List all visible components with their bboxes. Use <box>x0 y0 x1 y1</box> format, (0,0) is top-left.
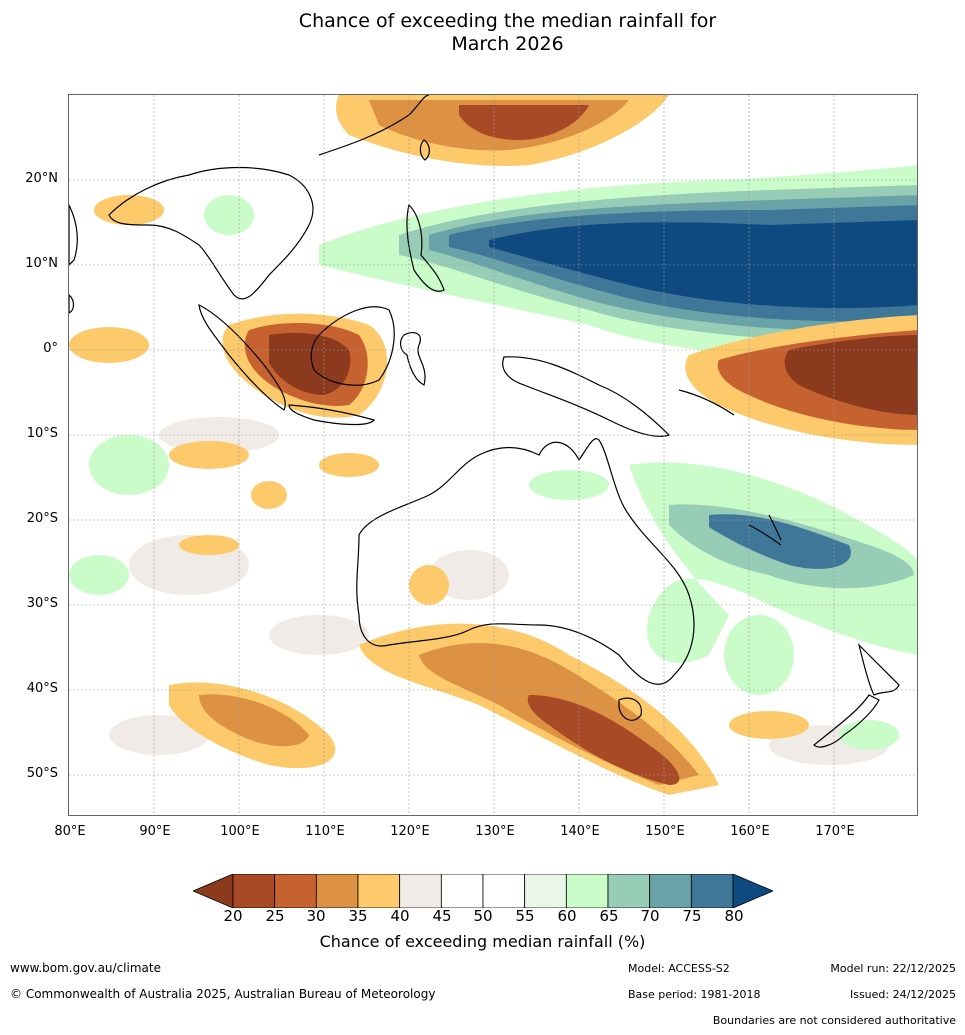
legend-bin-40-45 <box>399 874 442 908</box>
map-canvas <box>69 95 917 815</box>
dry-anomaly-north <box>336 95 669 166</box>
legend-bin-lt20 <box>193 874 234 908</box>
vanuatu-outline <box>768 514 782 541</box>
legend-bin-75-80 <box>690 874 734 908</box>
legend-bin-70-75 <box>649 874 692 908</box>
australia-outline <box>356 438 695 685</box>
lon-label-170e: 170°E <box>815 824 855 839</box>
copyright-text: © Commonwealth of Australia 2025, Austra… <box>10 987 436 1001</box>
base-period-text: Base period: 1981-2018 <box>628 988 761 1001</box>
legend-tick-35: 35 <box>348 907 368 925</box>
lat-label-10n: 10°N <box>25 256 58 271</box>
dry-anomaly-southern-ocean <box>169 623 719 795</box>
lon-label-150e: 150°E <box>645 824 685 839</box>
lat-label-0: 0° <box>43 341 58 356</box>
legend-bin-65-70 <box>607 874 651 908</box>
lon-label-140e: 140°E <box>560 824 600 839</box>
legend-tick-25: 25 <box>265 907 285 925</box>
legend-tick-50: 50 <box>473 907 493 925</box>
new-caledonia-outline <box>748 524 782 546</box>
rainfall-map <box>68 94 918 816</box>
wet-anomaly-pacific <box>319 165 917 359</box>
legend-tick-55: 55 <box>515 907 535 925</box>
lon-label-130e: 130°E <box>475 824 515 839</box>
lat-label-50s: 50°S <box>26 766 58 781</box>
dry-anomaly-pacific <box>685 315 917 445</box>
legend-colorbar <box>193 874 773 908</box>
map-title: Chance of exceeding the median rainfall … <box>0 10 965 56</box>
website-text: www.bom.gov.au/climate <box>10 961 161 975</box>
legend-tick-65: 65 <box>599 907 619 925</box>
model-text: Model: ACCESS-S2 <box>628 962 730 975</box>
java-outline <box>288 404 375 426</box>
legend-bin-20-25 <box>232 874 276 908</box>
legend-title: Chance of exceeding median rainfall (%) <box>319 932 646 951</box>
legend-tick-60: 60 <box>557 907 577 925</box>
legend-tick-75: 75 <box>682 907 702 925</box>
issued-text: Issued: 24/12/2025 <box>849 988 956 1001</box>
title-line-2: March 2026 <box>451 33 564 55</box>
sri-lanka-outline <box>69 294 75 314</box>
lat-label-40s: 40°S <box>26 681 58 696</box>
legend-tick-70: 70 <box>640 907 660 925</box>
legend-tick-45: 45 <box>432 907 452 925</box>
sulawesi-outline <box>400 332 426 386</box>
lon-label-160e: 160°E <box>730 824 770 839</box>
legend-bin-60-65 <box>565 874 609 908</box>
india-outline <box>69 204 78 266</box>
legend-bin-55-60 <box>524 874 567 908</box>
tasmania-outline <box>618 697 642 721</box>
borneo-outline <box>310 306 395 386</box>
graticule <box>69 95 917 815</box>
wet-anomaly-coral-sea <box>629 462 917 663</box>
legend-tick-20: 20 <box>223 907 243 925</box>
model-run-text: Model run: 22/12/2025 <box>830 962 956 975</box>
lat-label-10s: 10°S <box>26 426 58 441</box>
lon-label-110e: 110°E <box>305 824 345 839</box>
legend-tick-80: 80 <box>724 907 744 925</box>
dry-anomaly-indonesia <box>222 313 388 418</box>
lat-label-30s: 30°S <box>26 596 58 611</box>
taiwan-outline <box>419 139 430 161</box>
dry-patches-indian-ocean <box>69 195 809 739</box>
lat-label-20n: 20°N <box>25 171 58 186</box>
legend-bin-30-35 <box>315 874 359 908</box>
new-zealand-north-outline <box>857 643 900 696</box>
lon-label-80e: 80°E <box>54 824 86 839</box>
legend-tick-30: 30 <box>306 907 326 925</box>
legend-bin-25-30 <box>274 874 317 908</box>
wet-patches <box>69 195 899 750</box>
lon-label-90e: 90°E <box>139 824 171 839</box>
new-zealand-south-outline <box>813 694 880 748</box>
legend-bin-gt80 <box>732 874 773 908</box>
legend-bin-45-50 <box>440 874 484 908</box>
sumatra-outline <box>198 303 286 411</box>
new-guinea-outline <box>502 356 671 437</box>
solomon-islands-outline <box>678 389 735 416</box>
indochina-outline <box>108 166 314 300</box>
coastlines <box>69 95 900 748</box>
lat-label-20s: 20°S <box>26 511 58 526</box>
legend-tick-40: 40 <box>390 907 410 925</box>
legend-bin-35-40 <box>357 874 401 908</box>
title-line-1: Chance of exceeding the median rainfall … <box>298 10 717 32</box>
lon-label-100e: 100°E <box>220 824 260 839</box>
lon-label-120e: 120°E <box>390 824 430 839</box>
disclaimer-text: Boundaries are not considered authoritat… <box>712 1014 956 1027</box>
legend-bin-50-55 <box>482 874 526 908</box>
